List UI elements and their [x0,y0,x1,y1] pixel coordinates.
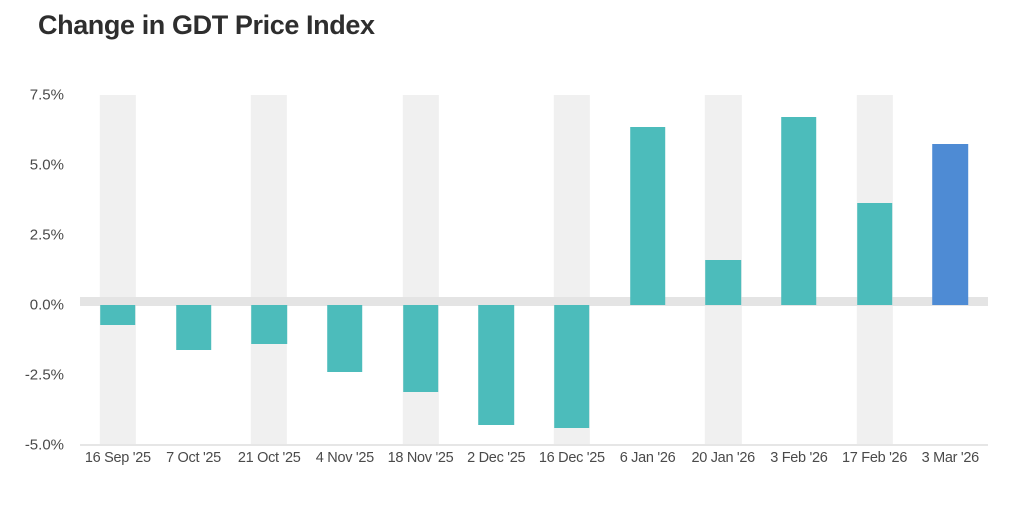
bar[interactable] [554,305,590,429]
chart-title: Change in GDT Price Index [38,10,375,40]
x-axis-tick-label: 2 Dec '25 [467,450,526,466]
y-axis-tick-label: -2.5% [24,366,64,384]
bar[interactable] [327,305,363,373]
bar[interactable] [705,260,741,305]
bar-series [80,95,988,445]
y-axis-tick-label: 2.5% [29,226,64,244]
x-axis-tick-label: 20 Jan '26 [691,450,755,466]
bar-slot [80,95,156,445]
x-axis-tick-label: 17 Feb '26 [842,450,908,466]
category-band [231,95,307,445]
bar-slot [231,95,307,445]
x-axis-tick-label: 7 Oct '25 [166,450,221,466]
bar-slot [156,95,232,445]
y-axis-tick-label: 5.0% [29,156,64,174]
bar-slot [837,95,913,445]
bar[interactable] [781,117,817,305]
bar-slot [307,95,383,445]
bar-slot [383,95,459,445]
category-band-fill [99,95,136,445]
bar[interactable] [402,305,439,392]
bar-slot [458,95,534,445]
bar-slot [534,95,610,445]
x-axis: 16 Sep '25 7 Oct '25 21 Oct '25 4 Nov '25 18… [80,450,988,466]
y-axis-tick-label: 0.0% [29,296,64,314]
bar[interactable] [175,305,212,350]
x-axis-tick-label: 3 Feb '26 [770,450,828,466]
x-axis-tick-label: 16 Sep '25 [84,450,151,466]
bar[interactable] [856,202,893,305]
x-axis-line [80,444,988,446]
zero-line [80,297,988,306]
bar[interactable] [629,127,666,305]
category-band-fill [251,95,288,445]
x-axis-tick-label: 3 Mar '26 [921,450,980,466]
x-axis-tick-label: 6 Jan '26 [619,450,676,466]
bar[interactable] [478,305,514,426]
category-band [80,95,156,445]
x-axis-tick-label: 21 Oct '25 [237,450,301,466]
y-axis-tick-label: -5.0% [24,436,64,454]
plot-area [80,95,988,446]
bar-slot [610,95,686,445]
bar[interactable] [251,305,287,345]
x-axis-tick-label: 16 Dec '25 [538,450,605,466]
bar-slot [761,95,837,445]
bar[interactable] [932,144,968,305]
x-axis-tick-label: 4 Nov '25 [315,450,374,466]
bar-slot [912,95,988,445]
bar[interactable] [100,305,136,325]
y-axis-tick-label: 7.5% [29,86,64,104]
x-axis-tick-label: 18 Nov '25 [387,450,454,466]
bar-slot [685,95,761,445]
y-axis: 7.5% 5.0% 2.5% 0.0% -2.5% -5.0% [0,87,72,454]
